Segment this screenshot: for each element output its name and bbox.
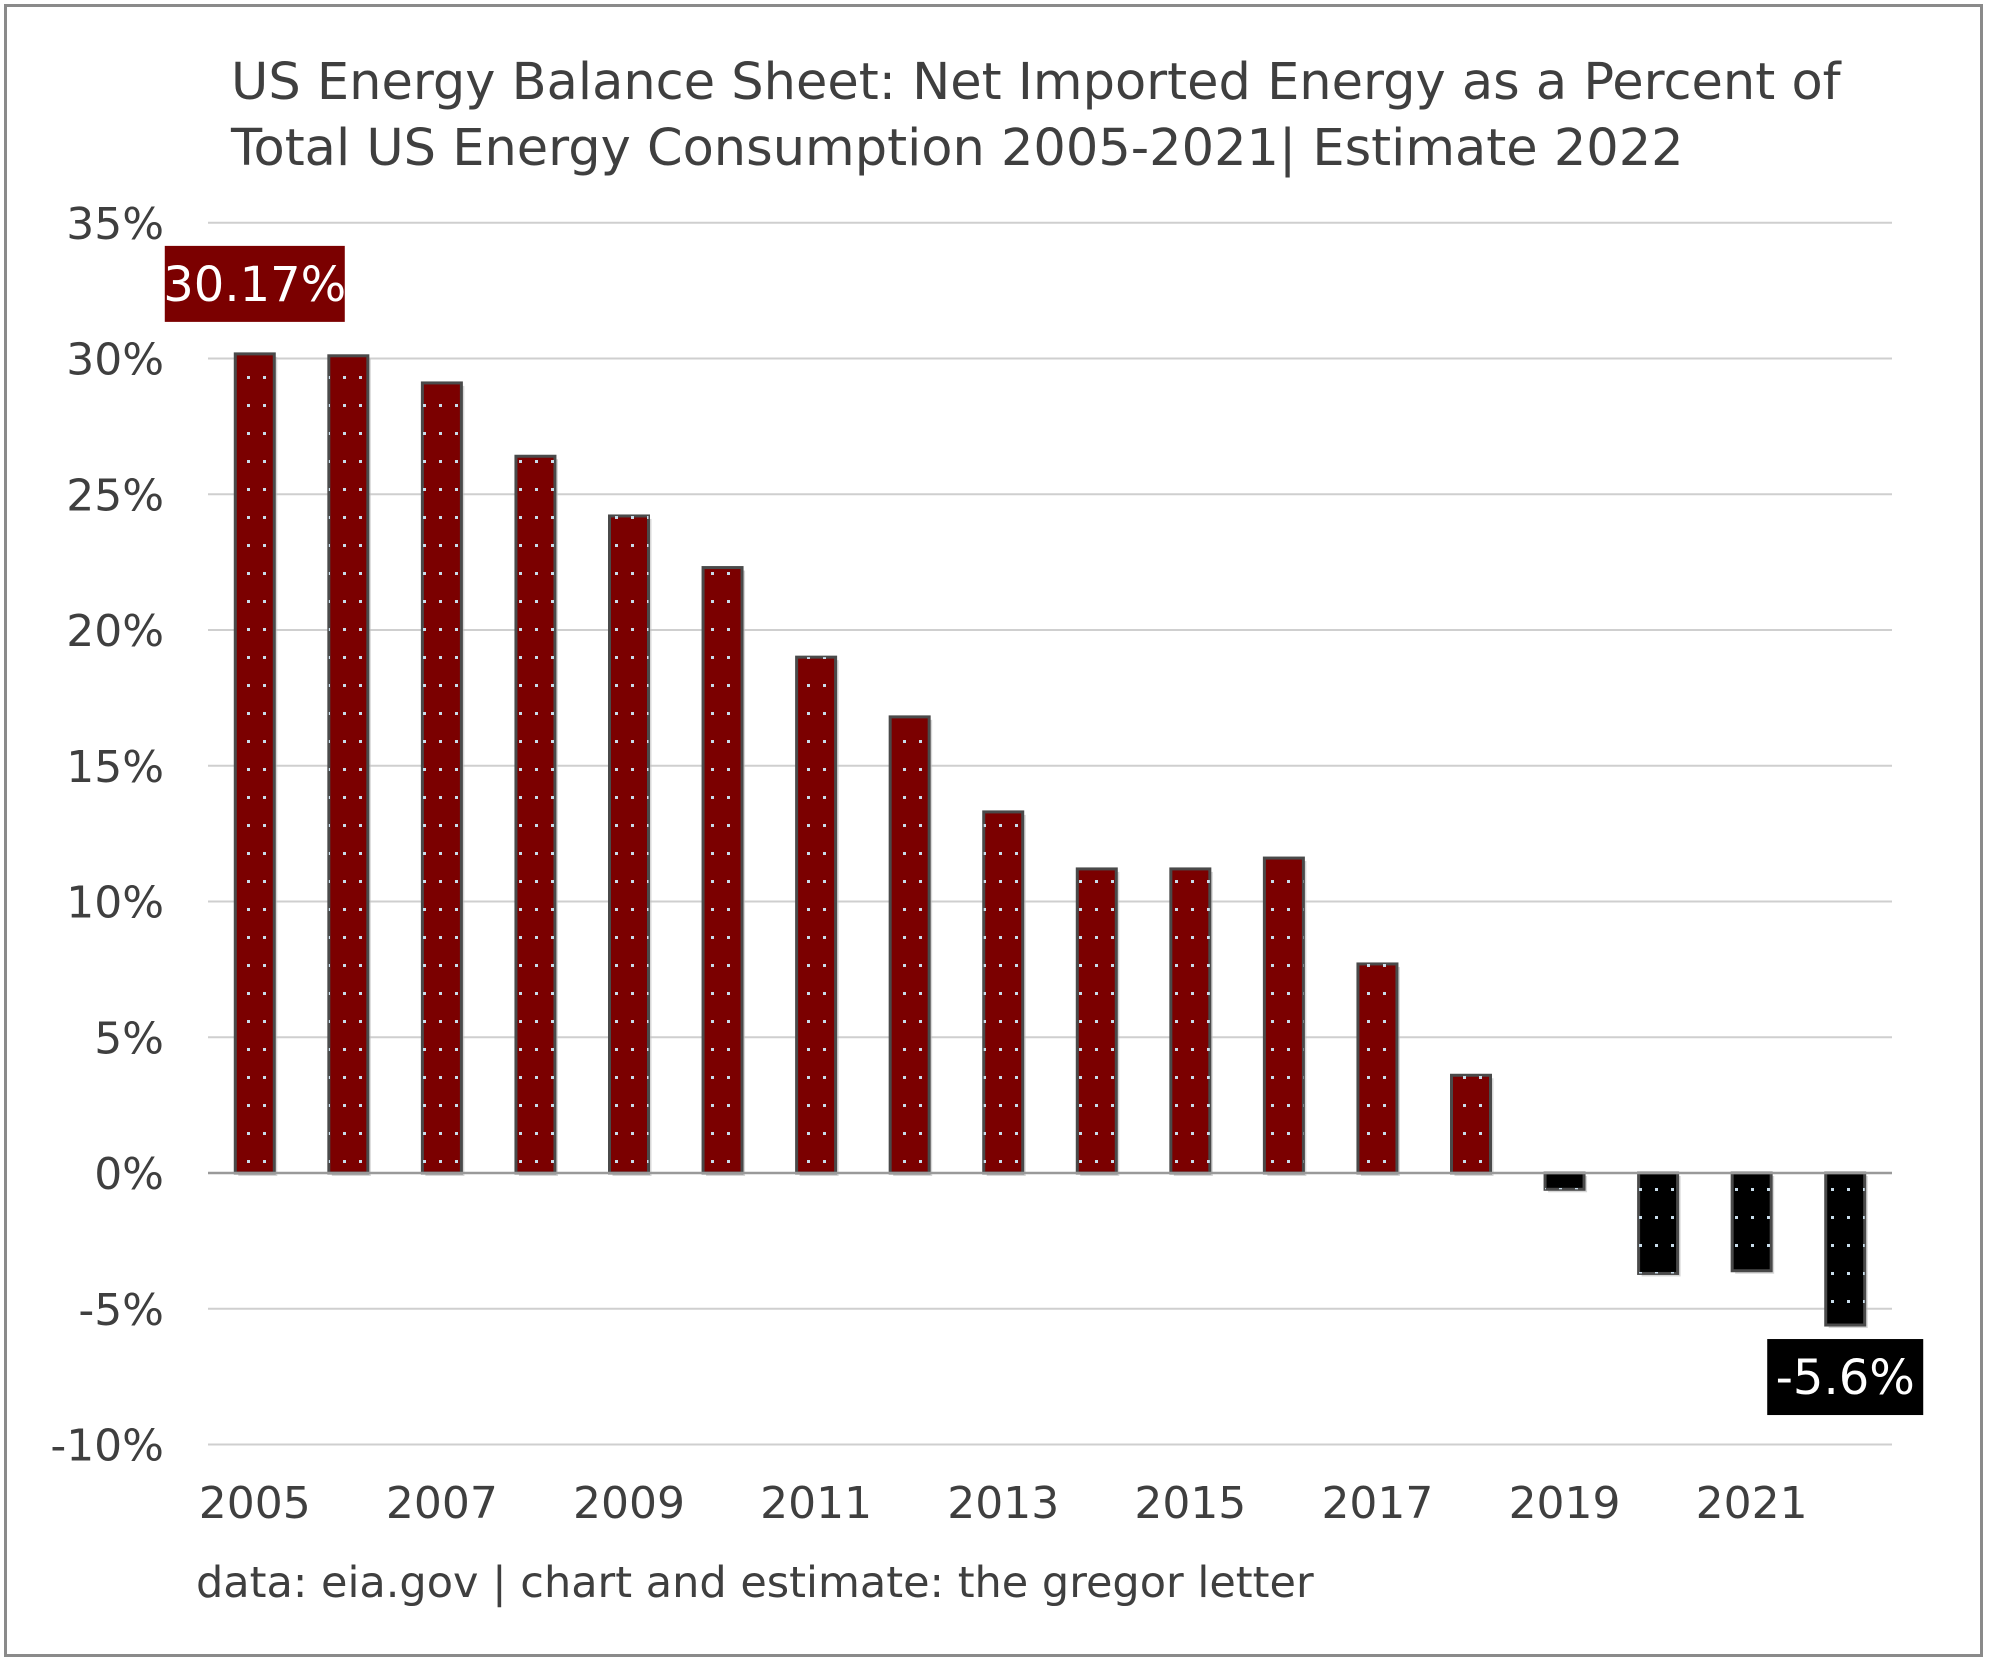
x-tick-label: 2009 [573, 1478, 685, 1529]
bar-2018 [1450, 1073, 1494, 1176]
bar-dots [1732, 1173, 1772, 1271]
bar-2007 [420, 381, 465, 1176]
x-axis-ticks: 2005 2007 2009 2011 2013 2015 2017 2019 2021 [199, 1478, 1808, 1529]
data-label-2005: 30.17% [163, 245, 346, 322]
bar-2016 [1262, 856, 1307, 1176]
bar-2014 [1075, 867, 1120, 1176]
y-tick-label: 15% [66, 742, 164, 793]
y-tick-label: 25% [66, 470, 164, 521]
bar-dots [1357, 963, 1397, 1173]
bar-dots [703, 567, 743, 1173]
bar-dots [609, 515, 649, 1173]
y-tick-label: 0% [94, 1149, 164, 1200]
x-tick-label: 2011 [760, 1478, 872, 1529]
bar-dots [890, 716, 930, 1173]
y-tick-label: 20% [66, 606, 164, 657]
bar-2008 [514, 454, 558, 1176]
data-label-2022: -5.6% [1767, 1339, 1924, 1416]
bar-dots [1825, 1173, 1865, 1326]
x-tick-label: 2017 [1321, 1478, 1433, 1529]
data-label-text: -5.6% [1776, 1350, 1915, 1406]
bar-dots [1638, 1173, 1678, 1274]
x-tick-label: 2015 [1134, 1478, 1246, 1529]
source-note: data: eia.gov | chart and estimate: the … [196, 1558, 1314, 1608]
y-axis-ticks: -10% -5% 0% 5% 10% 15% 20% 25% 30% 35% [50, 199, 164, 1472]
x-tick-label: 2013 [947, 1478, 1059, 1529]
chart-title: US Energy Balance Sheet: Net Imported En… [231, 50, 1931, 182]
y-tick-label: 10% [66, 878, 164, 929]
y-tick-label: 35% [66, 199, 164, 250]
bar-dots [1451, 1075, 1491, 1173]
x-tick-label: 2005 [199, 1478, 311, 1529]
bar-2009 [608, 514, 652, 1176]
data-labels: 30.17% -5.6% [163, 245, 1924, 1416]
x-tick-label: 2021 [1696, 1478, 1808, 1529]
bar-dots [796, 657, 836, 1173]
bar-dots [983, 811, 1023, 1173]
y-tick-label: 30% [66, 335, 164, 386]
y-tick-label: -10% [50, 1421, 164, 1472]
bar-dots [1170, 868, 1210, 1173]
bar-dots [422, 382, 462, 1173]
y-tick-label: -5% [78, 1285, 164, 1336]
bar-2010 [701, 566, 746, 1176]
chart-title-line-1: US Energy Balance Sheet: Net Imported En… [231, 53, 1841, 112]
y-tick-label: 5% [94, 1013, 164, 1064]
bar-dots [328, 355, 368, 1173]
bar-2020 [1637, 1171, 1681, 1277]
data-label-box [164, 245, 345, 322]
x-tick-label: 2019 [1509, 1478, 1621, 1529]
bar-2013 [982, 810, 1026, 1176]
bar-2022 [1824, 1171, 1868, 1329]
bar-2011 [795, 655, 839, 1176]
bar-2021 [1730, 1171, 1775, 1274]
bar-dots [1264, 858, 1304, 1173]
data-label-box [1767, 1339, 1924, 1416]
bar-2006 [327, 354, 371, 1176]
bar-dots [235, 353, 275, 1173]
bar-2012 [888, 715, 933, 1176]
bar-2005 [233, 352, 278, 1176]
bars [233, 352, 1868, 1329]
data-label-text: 30.17% [163, 257, 346, 313]
grid-lines [208, 221, 1892, 1446]
bar-dots [515, 456, 555, 1173]
bar-dots [1545, 1173, 1585, 1190]
bar-2019 [1543, 1171, 1588, 1193]
bar-dots [1077, 868, 1117, 1173]
chart-title-line-2: Total US Energy Consumption 2005-2021| E… [231, 119, 1684, 178]
bar-2017 [1356, 962, 1400, 1176]
bar-2015 [1169, 867, 1213, 1176]
x-tick-label: 2007 [386, 1478, 498, 1529]
